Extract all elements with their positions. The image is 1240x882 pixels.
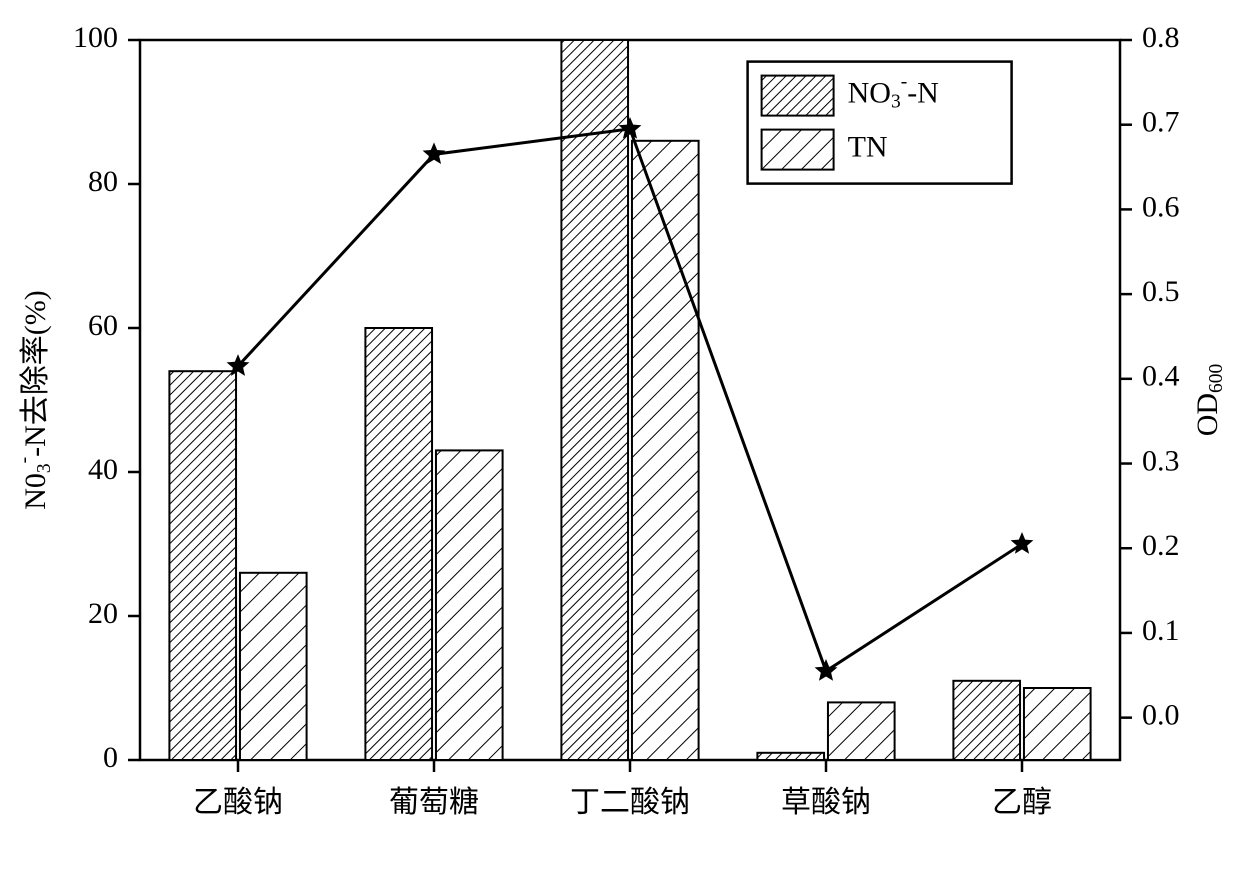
legend-swatch — [762, 76, 834, 116]
x-category-label: 草酸钠 — [781, 786, 871, 819]
y-right-tick-label: 0.0 — [1142, 699, 1180, 732]
bar — [953, 681, 1020, 760]
chart-svg: 0 20 40 60 80 100 0.0 0.1 0.2 0.3 0.4 0.5 0.6 0.7 0.8 乙… — [0, 0, 1240, 882]
y-left-axis-label: N03--N去除率(%) — [14, 290, 55, 510]
x-category-label: 乙醇 — [992, 786, 1052, 819]
star-marker — [815, 659, 838, 681]
y-right-tick-label: 0.2 — [1142, 529, 1180, 562]
y-right-tick-label: 0.3 — [1142, 444, 1180, 477]
bar — [632, 141, 699, 760]
y-left-tick-label: 40 — [88, 453, 118, 486]
y-left-tick-label: 80 — [88, 165, 118, 198]
bar — [1024, 688, 1091, 760]
y-right-tick-label: 0.5 — [1142, 275, 1180, 308]
bar — [561, 40, 628, 760]
legend-label: TN — [848, 130, 888, 163]
bar — [240, 573, 307, 760]
y-left-tick-label: 60 — [88, 309, 118, 342]
x-category-label: 葡萄糖 — [389, 786, 479, 819]
y-right-tick-label: 0.8 — [1142, 21, 1180, 54]
y-right-tick-label: 0.6 — [1142, 190, 1180, 223]
line-series — [238, 129, 1022, 671]
bar — [828, 702, 895, 760]
y-left-tick-label: 100 — [73, 21, 118, 54]
bar — [757, 753, 824, 760]
y-right-tick-label: 0.4 — [1142, 360, 1180, 393]
y-left-tick-label: 0 — [103, 741, 118, 774]
y-right-axis-label: OD600 — [1191, 364, 1228, 437]
bar — [365, 328, 432, 760]
bar — [169, 371, 236, 760]
bar — [436, 450, 503, 760]
y-left-tick-label: 20 — [88, 597, 118, 630]
chart-container: 0 20 40 60 80 100 0.0 0.1 0.2 0.3 0.4 0.5 0.6 0.7 0.8 乙… — [0, 0, 1240, 882]
x-category-label: 乙酸钠 — [193, 786, 283, 819]
x-category-label: 丁二酸钠 — [570, 786, 690, 819]
y-right-tick-label: 0.1 — [1142, 614, 1180, 647]
legend-swatch — [762, 130, 834, 170]
y-right-tick-label: 0.7 — [1142, 106, 1180, 139]
